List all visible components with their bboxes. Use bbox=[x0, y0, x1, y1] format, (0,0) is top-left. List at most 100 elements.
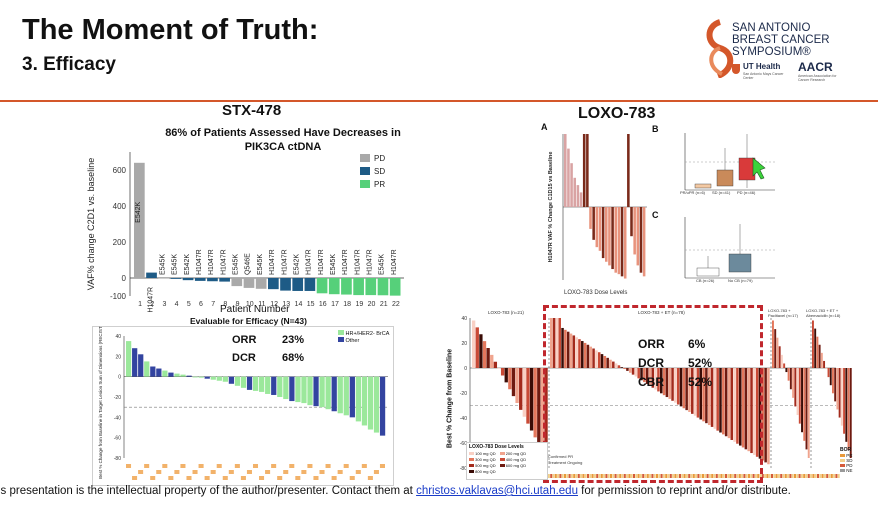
stx-wf-bar bbox=[228, 376, 235, 384]
loxo-wf-bar bbox=[688, 368, 691, 412]
loxo-wf-bar bbox=[586, 344, 590, 368]
loxo-bor-cell bbox=[653, 474, 656, 478]
loxo-wf-bar bbox=[834, 368, 837, 402]
stx-wf-track bbox=[156, 470, 162, 474]
stx-ylabel: VAF% change C2D1 vs. baseline bbox=[86, 158, 96, 290]
loxo-bor-cell bbox=[646, 474, 649, 478]
stx-xtick-label: 21 bbox=[380, 301, 388, 308]
stx-mutation-label: H1047R bbox=[147, 287, 154, 313]
loxo-wf-bar bbox=[823, 360, 826, 368]
loxo-wf-bar bbox=[614, 363, 618, 368]
stx-wf-bar bbox=[355, 376, 362, 422]
loxo-a-bar bbox=[608, 207, 611, 266]
stx-wf-track bbox=[198, 464, 204, 468]
stx-xtick-label: 5 bbox=[187, 301, 191, 308]
stx-wf-bar bbox=[246, 376, 253, 390]
stx-bar bbox=[292, 278, 304, 291]
loxo-bor-cell bbox=[823, 474, 826, 478]
ut-health-logo: UT Health San Antonio Mays Cancer Center bbox=[732, 62, 794, 86]
loxo-a-bar bbox=[601, 207, 605, 259]
loxo-wf-bar bbox=[628, 368, 632, 373]
loxo-bor-cell bbox=[695, 474, 698, 478]
loxo-wf-bar bbox=[631, 368, 635, 375]
box-sd bbox=[716, 169, 734, 187]
stx-wf-track bbox=[289, 464, 295, 468]
loxo-a-bar bbox=[598, 207, 602, 251]
loxo-bor-cell bbox=[777, 474, 780, 478]
loxo-wf-bar bbox=[776, 337, 779, 368]
loxo-bor-cell bbox=[614, 474, 617, 478]
loxo-bor-cell bbox=[564, 474, 566, 478]
stx-evaluable: Evaluable for Efficacy (N=43) bbox=[190, 316, 307, 326]
loxo-bor-cell bbox=[573, 474, 576, 478]
loxo-a-bar bbox=[579, 192, 583, 207]
loxo-panel-a-label: A bbox=[541, 122, 548, 132]
loxo-bor-cell bbox=[662, 474, 665, 478]
stx-wf-bar bbox=[156, 368, 162, 377]
loxo-bor-cell bbox=[752, 474, 755, 478]
ut-health-sub: San Antonio Mays Cancer Center bbox=[743, 72, 784, 80]
loxo-bor-cell bbox=[667, 474, 670, 478]
loxo-wf-bar bbox=[529, 368, 534, 431]
ut-health-text: UT Health bbox=[743, 62, 781, 71]
stx-wf-ytick: -40 bbox=[114, 415, 121, 421]
loxo-wf-ylabel: Best % Change from Baseline bbox=[446, 348, 454, 449]
loxo-bor-cell bbox=[623, 474, 626, 478]
stx-xtick-label: 7 bbox=[211, 301, 215, 308]
stx-wf-bar bbox=[337, 376, 343, 414]
stx-dcr-label: DCR bbox=[232, 352, 256, 364]
stx-wf-track bbox=[319, 470, 325, 474]
loxo-bor-cell bbox=[683, 474, 686, 478]
loxo-a-bar bbox=[617, 207, 621, 275]
stx-wf-track bbox=[222, 476, 228, 480]
stx-bar bbox=[304, 278, 316, 291]
stx-bar bbox=[182, 278, 194, 281]
loxo-bor-cell bbox=[603, 474, 606, 478]
stx-wf-bar bbox=[307, 376, 313, 406]
loxo-a-bar bbox=[567, 148, 570, 207]
loxo-bor-cell bbox=[587, 474, 589, 478]
loxo-bor-cell bbox=[550, 474, 553, 478]
loxo-seg4: LOXO-783 + ET + Abemaciclib (n=18) bbox=[806, 308, 841, 318]
stx-xtick-label: 22 bbox=[392, 301, 400, 308]
loxo-wf-bar bbox=[696, 368, 700, 418]
stx-wf-track bbox=[373, 470, 379, 474]
loxo-wf-bar bbox=[526, 368, 530, 424]
b-cat-pd: PD (n=46) bbox=[737, 190, 756, 195]
loxo-bor-cell bbox=[711, 474, 714, 478]
stx-wf-ylabel: Best % Change from Baseline in Target Le… bbox=[98, 326, 103, 479]
loxo-bor-cell bbox=[766, 474, 769, 478]
footer-disclaimer: is presentation is the intellectual prop… bbox=[0, 485, 791, 497]
loxo-wf-bar bbox=[569, 333, 573, 368]
contact-email-link[interactable]: christos.vaklavas@hci.utah.edu bbox=[416, 485, 578, 497]
stx-ytick-label: 0 bbox=[122, 274, 127, 283]
loxo-orr-value: 6% bbox=[688, 337, 706, 351]
dose-3: 300 mg QD bbox=[469, 457, 496, 462]
loxo-bor-cell bbox=[780, 474, 783, 478]
loxo-wf-ytick: 20 bbox=[461, 341, 467, 347]
loxo-panel-c-label: C bbox=[652, 210, 659, 220]
stx-wf-bar bbox=[349, 376, 355, 418]
stx-wf-bar bbox=[343, 376, 349, 416]
stx-mutation-label: E545K bbox=[233, 254, 240, 275]
loxo-bor-cell bbox=[635, 474, 638, 478]
loxo-bor-cell bbox=[835, 474, 838, 478]
loxo-a-ylabel: H1047R VAF % Change C1D15 vs Baseline bbox=[548, 152, 554, 263]
loxo-seg1: LOXO-783 (n=21) bbox=[488, 310, 524, 315]
c-cat-cb: CB (n=26) bbox=[696, 278, 715, 283]
loxo-bor-cell bbox=[681, 474, 684, 478]
loxo-a-bar bbox=[564, 134, 567, 207]
stx-bar bbox=[365, 278, 377, 296]
loxo-wf-bar bbox=[827, 368, 830, 378]
legend-other-label: Other bbox=[345, 338, 360, 344]
stx-wf-bar bbox=[331, 376, 337, 412]
stx-bar bbox=[194, 278, 206, 281]
stx-xtick-label: 14 bbox=[295, 301, 303, 308]
stx-mutation-label: E545K bbox=[159, 254, 166, 275]
loxo-wf-bar bbox=[479, 334, 483, 368]
loxo-wf-bar bbox=[685, 368, 688, 411]
loxo-wf-bar bbox=[764, 368, 767, 463]
loxo-wf-bar bbox=[533, 368, 537, 438]
stx-bar bbox=[231, 278, 243, 287]
loxo-wf-bar bbox=[490, 354, 494, 368]
